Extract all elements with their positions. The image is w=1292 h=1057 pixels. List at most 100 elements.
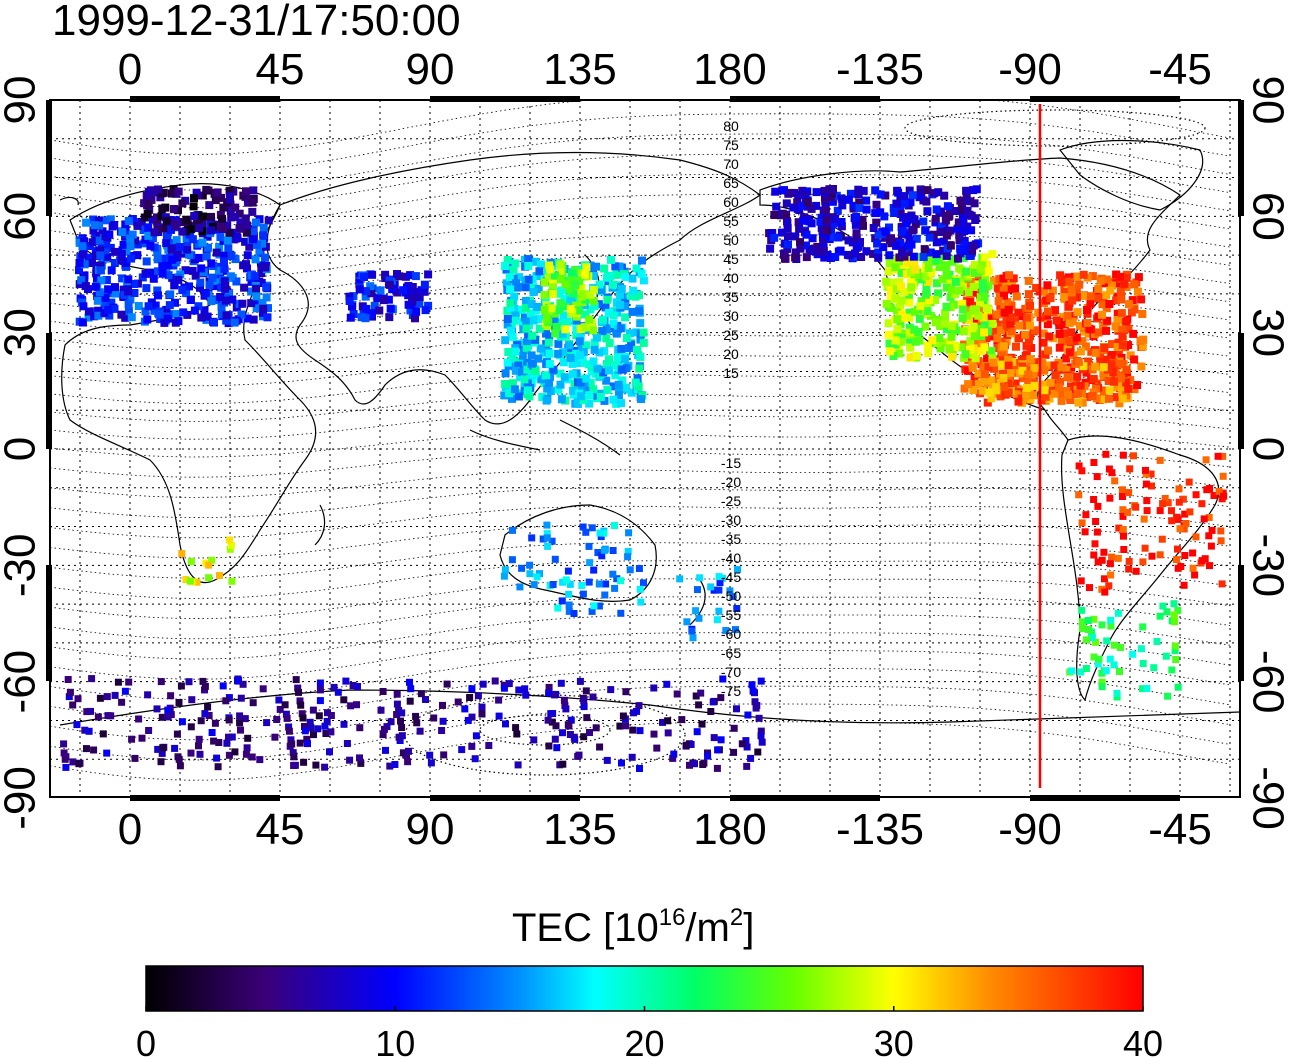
tec-pixel-antarctica — [714, 746, 722, 754]
tec-pixel-antarctica — [275, 696, 283, 704]
tec-pixel-north-scandinavia — [190, 194, 198, 203]
tec-pixel-eastern-us — [1079, 270, 1088, 279]
tec-pixel-eastern-us — [1024, 337, 1033, 346]
tec-pixel-europe — [226, 272, 235, 281]
tec-pixel-japan — [635, 364, 644, 373]
tec-pixel-western-us — [891, 336, 900, 345]
tec-pixel-europe — [118, 228, 127, 237]
tec-pixel-canada — [900, 193, 909, 202]
tec-pixel-brazil — [1192, 491, 1200, 499]
tec-pixel-brazil — [1124, 508, 1132, 516]
tec-pixel-florida-caribbean — [1014, 397, 1023, 406]
tec-pixel-antarctica — [559, 729, 566, 737]
tec-pixel-europe — [163, 231, 172, 240]
tec-pixel-antarctica — [87, 707, 94, 715]
tec-pixel-florida-caribbean — [1004, 361, 1013, 370]
tec-pixel-north-scandinavia — [248, 198, 257, 207]
tec-pixel-europe — [236, 218, 245, 227]
tec-pixel-patagonia — [1113, 693, 1121, 701]
tec-pixel-antarctica — [468, 685, 476, 693]
tec-pixel-antarctica — [663, 680, 671, 688]
tec-pixel-europe — [118, 274, 127, 283]
tec-pixel-florida-caribbean — [1030, 364, 1039, 373]
tec-pixel-western-us — [906, 343, 915, 352]
tec-pixel-western-us — [988, 250, 997, 259]
tec-pixel-brazil — [1192, 533, 1200, 541]
tec-pixel-eastern-us — [970, 374, 979, 383]
tec-pixel-canada — [898, 227, 907, 236]
tec-pixel-antarctica — [292, 676, 300, 684]
tec-pixel-eastern-us — [1011, 317, 1020, 326]
tec-pixel-western-us — [886, 286, 895, 295]
tec-pixel-canada — [838, 201, 847, 210]
tec-pixel-brazil — [1090, 459, 1098, 466]
tec-pixel-japan — [622, 334, 631, 343]
tec-pixel-eastern-us — [1130, 305, 1139, 314]
tec-pixel-japan — [635, 307, 644, 316]
tec-pixel-eastern-us — [1112, 270, 1121, 279]
tec-pixel-canada — [919, 252, 928, 261]
tec-pixel-europe — [119, 285, 128, 294]
tec-pixel-canada — [955, 236, 964, 244]
tec-pixel-australia — [566, 580, 574, 588]
tec-pixel-canada — [871, 209, 880, 218]
tec-pixel-australia — [500, 572, 508, 580]
tec-pixel-antarctica — [213, 754, 221, 762]
tec-pixel-canada — [803, 198, 812, 207]
tec-pixel-eastern-us — [1083, 306, 1091, 314]
tec-pixel-antarctica — [271, 733, 279, 741]
tec-pixel-europe — [124, 275, 133, 284]
tec-pixel-eastern-us — [1026, 332, 1035, 341]
tec-pixel-australia — [562, 576, 570, 584]
tec-pixel-japan — [557, 395, 566, 404]
tec-pixel-florida-caribbean — [1089, 374, 1098, 383]
tec-pixel-canada — [942, 231, 951, 240]
tec-pixel-europe — [101, 293, 110, 302]
tec-pixel-japan — [612, 329, 621, 338]
tec-pixel-florida-caribbean — [1122, 378, 1131, 387]
tec-pixel-north-scandinavia — [140, 199, 149, 208]
tec-pixel-eastern-us — [1120, 280, 1129, 289]
tec-pixel-eastern-us — [1032, 284, 1041, 292]
tec-pixel-japan-coast — [589, 326, 598, 335]
tec-pixel-central-asia — [408, 283, 417, 291]
tec-pixel-japan — [632, 328, 641, 337]
tec-pixel-europe — [215, 243, 224, 251]
tec-pixel-florida-caribbean — [1096, 358, 1105, 367]
tec-pixel-japan — [636, 353, 645, 361]
tec-pixel-canada — [859, 186, 868, 195]
tec-pixel-canada — [966, 251, 975, 260]
tec-pixel-canada — [944, 212, 953, 221]
tec-pixel-eastern-us — [1108, 340, 1116, 349]
tec-pixel-europe — [104, 285, 113, 294]
tec-pixel-eastern-us — [1094, 328, 1103, 337]
tec-pixel-brazil — [1206, 562, 1213, 570]
tec-pixel-europe — [216, 233, 225, 242]
tec-pixel-antarctica — [118, 698, 126, 706]
tec-pixel-europe — [105, 311, 114, 320]
tec-pixel-europe — [212, 248, 221, 257]
tec-pixel-eastern-us — [1041, 350, 1050, 359]
tec-pixel-japan-coast — [545, 261, 554, 270]
tec-pixel-japan — [602, 334, 611, 343]
tec-pixel-japan-coast — [575, 306, 583, 315]
tec-pixel-europe — [183, 245, 192, 254]
tec-pixel-japan — [590, 302, 599, 311]
tec-pixel-canada — [939, 246, 948, 255]
tec-pixel-antarctica — [334, 688, 342, 696]
tec-pixel-japan — [556, 380, 565, 389]
tec-pixel-japan — [510, 292, 519, 301]
tec-pixel-europe — [259, 223, 268, 232]
tec-pixel-western-us — [942, 283, 951, 292]
tec-pixel-western-us — [947, 285, 956, 294]
tec-pixel-australia — [626, 566, 634, 574]
tec-pixel-japan — [522, 338, 531, 347]
tec-pixel-antarctica — [256, 756, 264, 764]
tec-pixel-canada — [829, 233, 838, 242]
tec-pixel-japan — [599, 315, 607, 324]
tec-pixel-canada — [904, 230, 913, 239]
tec-data-pixels — [60, 185, 1228, 772]
tec-pixel-antarctica — [545, 742, 553, 750]
tec-pixel-europe — [156, 315, 165, 323]
colorbar-tick-label: 40 — [1123, 1023, 1163, 1057]
